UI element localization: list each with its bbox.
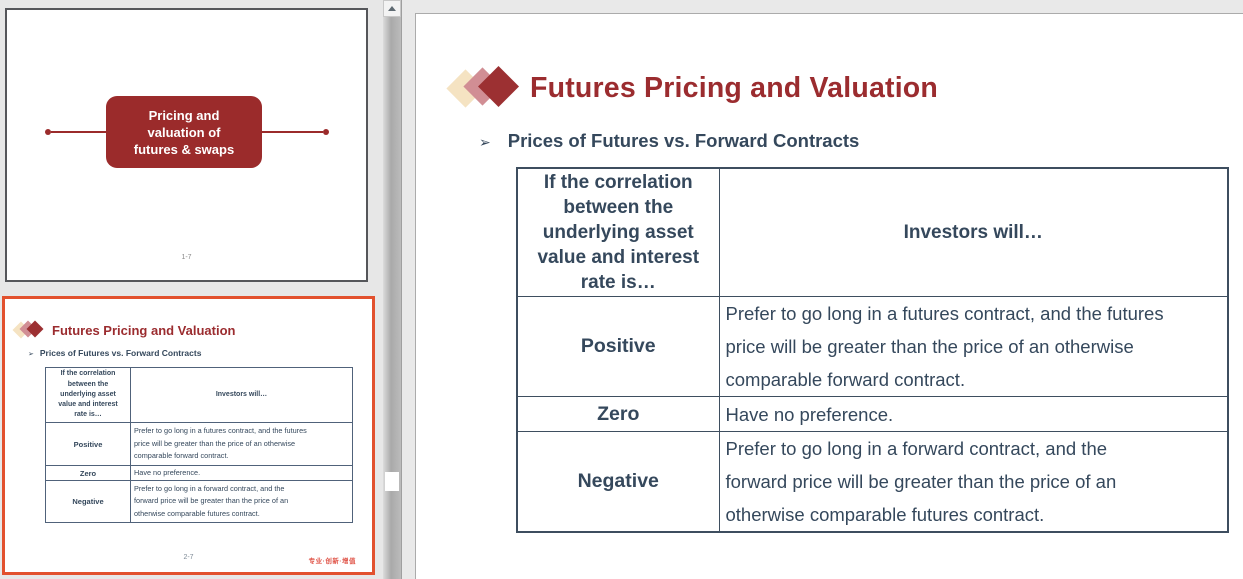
slide-thumbnail-1[interactable]: Pricing and valuation of futures & swaps… xyxy=(5,8,368,282)
mini-bullet-text: Prices of Futures vs. Forward Contracts xyxy=(39,348,202,358)
mini-table-row: Positive Prefer to go long in a futures … xyxy=(45,422,353,466)
scrollbar-thumb[interactable] xyxy=(385,472,399,491)
bullet-text: Prices of Futures vs. Forward Contracts xyxy=(507,130,860,151)
correlation-table[interactable]: If the correlation between the underlyin… xyxy=(516,167,1229,533)
row-text[interactable]: Prefer to go long in a futures contract,… xyxy=(718,296,1229,397)
bullet-row[interactable]: ➢ Prices of Futures vs. Forward Contract… xyxy=(479,130,859,152)
up-arrow-icon xyxy=(388,6,396,11)
slide-thumbnail-2-selected[interactable]: Futures Pricing and Valuation ➢ Prices o… xyxy=(2,296,375,575)
scroll-up-button[interactable] xyxy=(383,0,401,17)
mini-table: If the correlation between the underlyin… xyxy=(45,367,353,523)
thumbnail-scrollbar[interactable] xyxy=(383,0,401,579)
row-label[interactable]: Zero xyxy=(516,396,720,432)
mini-slide-title: Futures Pricing and Valuation xyxy=(52,323,236,338)
table-row-negative: Negative Prefer to go long in a forward … xyxy=(516,431,1229,533)
diamond-bullet-icon xyxy=(446,64,520,112)
slide-title[interactable]: Futures Pricing and Valuation xyxy=(530,71,939,104)
mini-table-header-investors: Investors will… xyxy=(130,367,353,423)
slide2-page-number: 2-7 xyxy=(183,554,194,561)
slide-thumbnail-panel: Pricing and valuation of futures & swaps… xyxy=(0,0,383,579)
brand-slogan: 专业·创新·增值 xyxy=(308,558,356,565)
table-row-positive: Positive Prefer to go long in a futures … xyxy=(516,296,1229,397)
mini-bullet-row: ➢ Prices of Futures vs. Forward Contract… xyxy=(28,348,201,358)
slide1-page-number: 1-7 xyxy=(181,254,192,261)
line-endpoint-dot-left xyxy=(45,129,51,135)
mini-title-row: Futures Pricing and Valuation xyxy=(12,320,236,341)
table-header-row: If the correlation between the underlyin… xyxy=(516,167,1229,297)
mini-table-row: Zero Have no preference. xyxy=(45,465,353,481)
arrow-bullet-icon: ➢ xyxy=(479,134,491,150)
arrow-bullet-icon: ➢ xyxy=(28,351,34,358)
row-label[interactable]: Negative xyxy=(516,431,720,533)
slide-canvas[interactable]: Futures Pricing and Valuation ➢ Prices o… xyxy=(415,13,1243,579)
row-text[interactable]: Have no preference. xyxy=(718,396,1229,432)
table-row-zero: Zero Have no preference. xyxy=(516,396,1229,432)
table-header-investors[interactable]: Investors will… xyxy=(718,167,1229,297)
slide-editor-pane: Futures Pricing and Valuation ➢ Prices o… xyxy=(401,0,1243,579)
diamond-bullet-icon xyxy=(12,320,45,341)
line-endpoint-dot-right xyxy=(323,129,329,135)
row-text[interactable]: Prefer to go long in a forward contract,… xyxy=(718,431,1229,533)
mini-table-row: Negative Prefer to go long in a forward … xyxy=(45,480,353,523)
slide-title-row: Futures Pricing and Valuation xyxy=(446,64,939,112)
table-header-condition[interactable]: If the correlation between the underlyin… xyxy=(516,167,720,297)
mini-table-header-condition: If the correlation between the underlyin… xyxy=(45,367,131,423)
chapter-banner: Pricing and valuation of futures & swaps xyxy=(106,96,262,168)
row-label[interactable]: Positive xyxy=(516,296,720,397)
